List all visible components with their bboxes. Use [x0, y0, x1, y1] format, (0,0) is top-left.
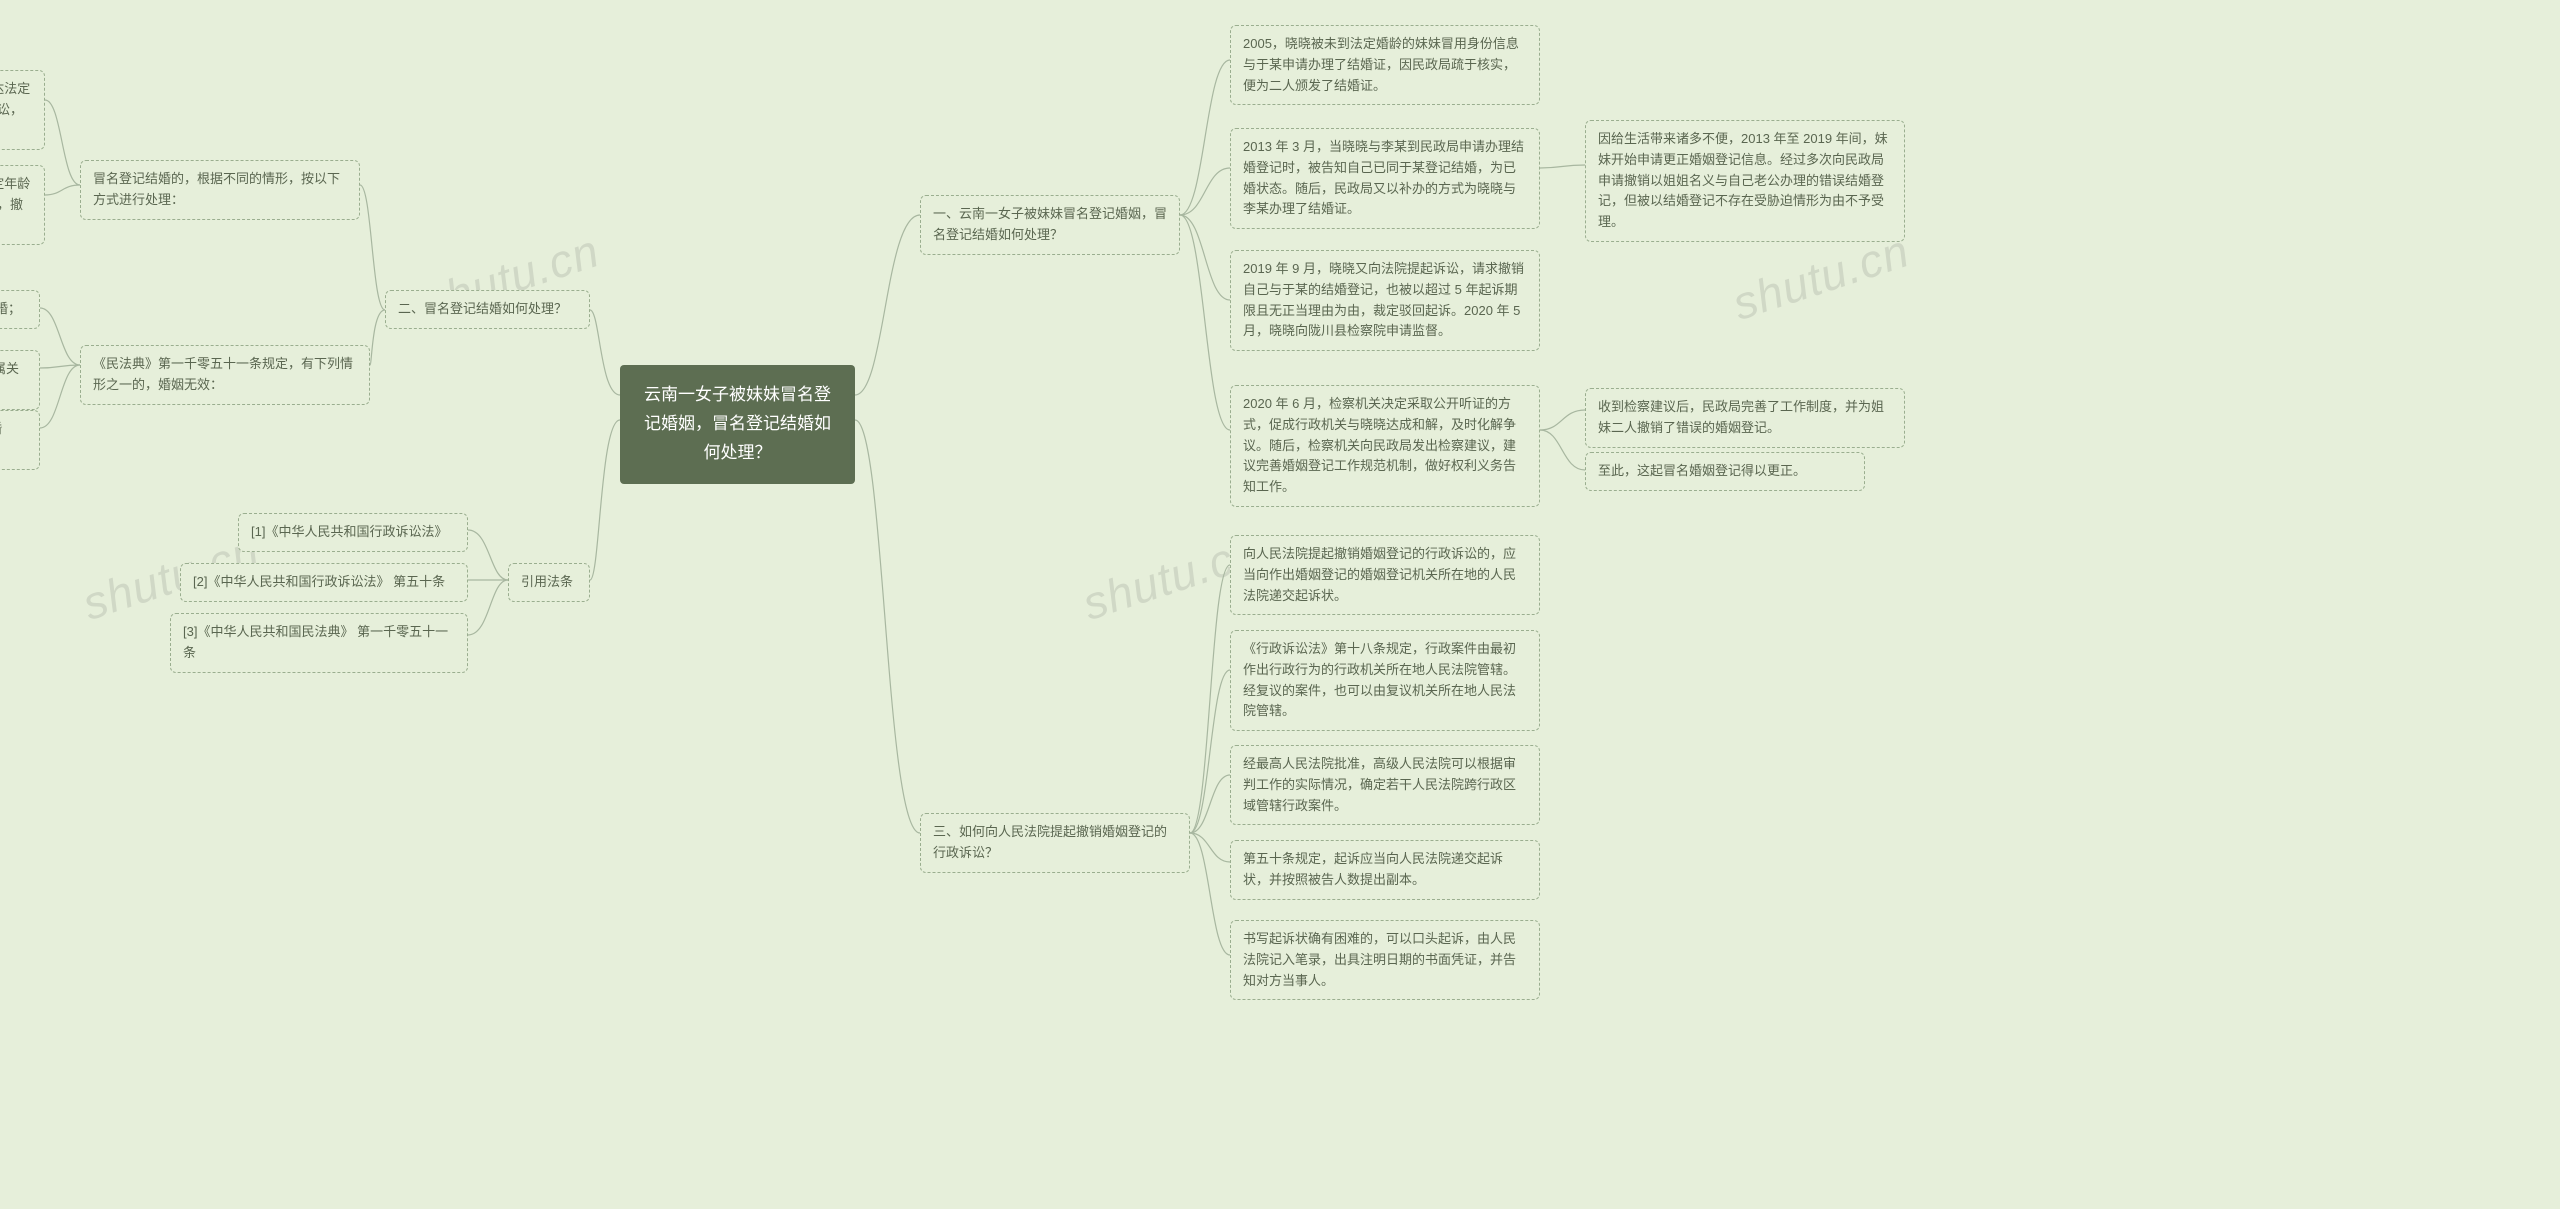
branch3-n1: 向人民法院提起撤销婚姻登记的行政诉讼的，应当向作出婚姻登记的婚姻登记机关所在地的…	[1230, 535, 1540, 615]
branch2-n2b: （二）有禁止结婚的亲属关系；	[0, 350, 40, 410]
branch4-title: 引用法条	[508, 563, 590, 602]
branch3-n2: 《行政诉讼法》第十八条规定，行政案件由最初作出行政行为的行政机关所在地人民法院管…	[1230, 630, 1540, 731]
branch3-n3: 经最高人民法院批准，高级人民法院可以根据审判工作的实际情况，确定若干人民法院跨行…	[1230, 745, 1540, 825]
root-node: 云南一女子被妹妹冒名登记婚姻，冒名登记结婚如何处理？	[620, 365, 855, 484]
branch2-n1b: （2）发生纠纷时，冒名登记的人已达法定年龄的，当事人可以向人民法院提起行政诉讼，…	[0, 165, 45, 245]
branch3-n4: 第五十条规定，起诉应当向人民法院递交起诉状，并按照被告人数提出副本。	[1230, 840, 1540, 900]
branch1-n4: 2020 年 6 月，检察机关决定采取公开听证的方式，促成行政机关与晓晓达成和解…	[1230, 385, 1540, 507]
branch3-title: 三、如何向人民法院提起撤销婚姻登记的行政诉讼？	[920, 813, 1190, 873]
branch2-n1: 冒名登记结婚的，根据不同的情形，按以下方式进行处理：	[80, 160, 360, 220]
branch1-n3: 2019 年 9 月，晓晓又向法院提起诉讼，请求撤销自己与于某的结婚登记，也被以…	[1230, 250, 1540, 351]
branch4-n2: [2]《中华人民共和国行政诉讼法》 第五十条	[180, 563, 468, 602]
branch1-n2a: 因给生活带来诸多不便，2013 年至 2019 年间，妹妹开始申请更正婚姻登记信…	[1585, 120, 1905, 242]
branch2-title: 二、冒名登记结婚如何处理？	[385, 290, 590, 329]
branch1-n4b: 至此，这起冒名婚姻登记得以更正。	[1585, 452, 1865, 491]
branch1-n2: 2013 年 3 月，当晓晓与李某到民政局申请办理结婚登记时，被告知自己已同于某…	[1230, 128, 1540, 229]
branch2-n1a: （1）发生纠纷时，冒名登记的人仍未到达法定结婚年龄的，可以直接向人民法院提起诉讼…	[0, 70, 45, 150]
branch1-title: 一、云南一女子被妹妹冒名登记婚姻，冒名登记结婚如何处理？	[920, 195, 1180, 255]
branch2-n2a: （一）重婚；	[0, 290, 40, 329]
branch1-n4a: 收到检察建议后，民政局完善了工作制度，并为姐妹二人撤销了错误的婚姻登记。	[1585, 388, 1905, 448]
branch4-n1: [1]《中华人民共和国行政诉讼法》	[238, 513, 468, 552]
branch1-n1: 2005，晓晓被未到法定婚龄的妹妹冒用身份信息与于某申请办理了结婚证，因民政局疏…	[1230, 25, 1540, 105]
branch2-n2c: （三）未到法定婚龄。	[0, 410, 40, 470]
branch4-n3: [3]《中华人民共和国民法典》 第一千零五十一条	[170, 613, 468, 673]
branch2-n2: 《民法典》第一千零五十一条规定，有下列情形之一的，婚姻无效：	[80, 345, 370, 405]
root-text: 云南一女子被妹妹冒名登记婚姻，冒名登记结婚如何处理？	[644, 385, 831, 462]
branch3-n5: 书写起诉状确有困难的，可以口头起诉，由人民法院记入笔录，出具注明日期的书面凭证，…	[1230, 920, 1540, 1000]
